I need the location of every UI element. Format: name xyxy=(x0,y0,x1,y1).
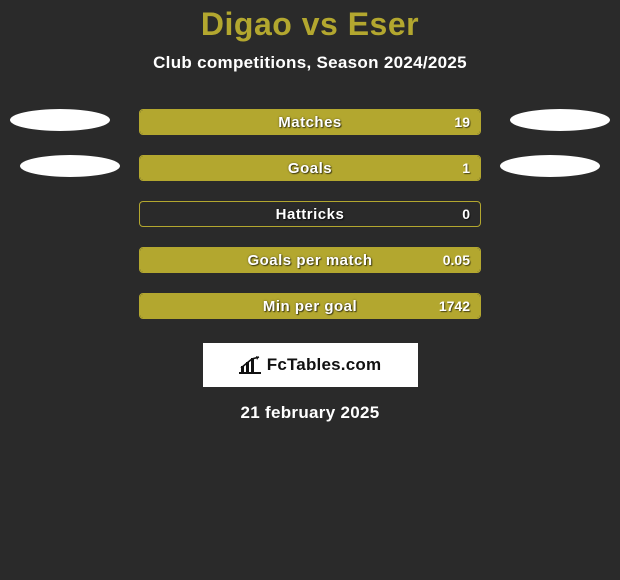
stat-row-inner: Goals 1 xyxy=(0,155,620,181)
brand-suffix: Tables.com xyxy=(287,355,381,374)
stat-bar: Goals 1 xyxy=(139,155,481,181)
stat-bar-fill xyxy=(140,294,480,318)
stat-bar-fill xyxy=(140,248,480,272)
stat-row-inner: Goals per match 0.05 xyxy=(0,247,620,273)
page-title: Digao vs Eser xyxy=(0,0,620,43)
stat-row-inner: Min per goal 1742 xyxy=(0,293,620,319)
stat-bar: Min per goal 1742 xyxy=(139,293,481,319)
stat-bar: Goals per match 0.05 xyxy=(139,247,481,273)
comparison-card: Digao vs Eser Club competitions, Season … xyxy=(0,0,620,580)
right-ellipse-icon xyxy=(500,155,600,177)
stat-rows: Matches 19 Goals 1 xyxy=(0,99,620,329)
stat-bar: Matches 19 xyxy=(139,109,481,135)
fctables-logo: FcTables.com xyxy=(203,343,418,387)
left-ellipse-icon xyxy=(10,109,110,131)
bar-chart-icon xyxy=(239,356,261,374)
stat-bar-fill xyxy=(140,110,480,134)
left-ellipse-icon xyxy=(20,155,120,177)
stat-row: Min per goal 1742 xyxy=(0,283,620,329)
stat-row-inner: Hattricks 0 xyxy=(0,201,620,227)
footer-date: 21 february 2025 xyxy=(0,403,620,423)
brand-prefix: Fc xyxy=(267,355,287,374)
stat-label: Hattricks xyxy=(140,202,480,226)
stat-bar-fill xyxy=(140,156,480,180)
stat-row-inner: Matches 19 xyxy=(0,109,620,135)
stat-bar: Hattricks 0 xyxy=(139,201,481,227)
stat-value: 0 xyxy=(462,202,470,226)
page-subtitle: Club competitions, Season 2024/2025 xyxy=(0,53,620,73)
stat-row: Matches 19 xyxy=(0,99,620,145)
stat-row: Goals per match 0.05 xyxy=(0,237,620,283)
stat-row: Hattricks 0 xyxy=(0,191,620,237)
right-ellipse-icon xyxy=(510,109,610,131)
stat-row: Goals 1 xyxy=(0,145,620,191)
brand-text: FcTables.com xyxy=(267,355,382,375)
